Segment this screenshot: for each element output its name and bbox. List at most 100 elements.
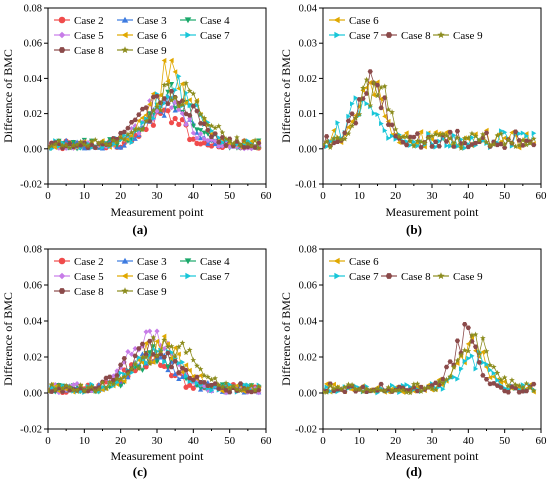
data-point bbox=[331, 135, 337, 141]
data-point bbox=[125, 374, 131, 380]
data-point bbox=[429, 136, 435, 143]
legend-marker bbox=[121, 287, 129, 295]
data-point bbox=[418, 129, 424, 135]
data-point bbox=[219, 388, 225, 394]
data-point bbox=[194, 374, 200, 380]
data-point bbox=[349, 118, 355, 125]
data-point bbox=[447, 373, 454, 380]
legend-item: Case 5 bbox=[54, 30, 104, 42]
data-point bbox=[173, 87, 178, 93]
data-point bbox=[494, 132, 501, 138]
data-point bbox=[381, 387, 388, 394]
data-point bbox=[190, 90, 197, 97]
data-point bbox=[161, 81, 168, 88]
data-point bbox=[151, 115, 156, 121]
data-point bbox=[212, 375, 218, 381]
data-point bbox=[194, 108, 200, 114]
data-point bbox=[256, 140, 262, 146]
data-point bbox=[338, 385, 345, 392]
data-point bbox=[323, 138, 330, 145]
data-point bbox=[89, 381, 95, 387]
data-point bbox=[143, 105, 149, 110]
data-point bbox=[161, 113, 167, 118]
data-point bbox=[414, 388, 421, 394]
legend-marker bbox=[121, 257, 129, 264]
legend-label: Case 7 bbox=[349, 271, 379, 283]
data-point bbox=[501, 141, 508, 147]
data-point bbox=[190, 377, 196, 383]
data-point bbox=[248, 389, 255, 395]
legend-marker bbox=[58, 257, 66, 265]
data-point bbox=[223, 380, 229, 386]
data-point bbox=[150, 122, 156, 128]
data-point bbox=[433, 380, 439, 386]
data-point bbox=[487, 374, 493, 381]
panel-caption: (a) bbox=[132, 222, 147, 237]
data-point bbox=[509, 139, 515, 146]
data-point bbox=[415, 143, 421, 149]
legend-label: Case 3 bbox=[137, 256, 167, 268]
data-point bbox=[226, 385, 233, 392]
data-point bbox=[172, 358, 178, 364]
data-point bbox=[154, 338, 160, 344]
data-point bbox=[465, 144, 471, 150]
data-point bbox=[165, 108, 171, 114]
data-point bbox=[476, 139, 482, 144]
data-point bbox=[121, 378, 127, 384]
legend-item: Case 7 bbox=[180, 30, 230, 42]
data-point bbox=[197, 111, 204, 117]
data-point bbox=[158, 342, 164, 349]
panel-b: 0 10 20 30 40 50 60 -0.01 0.00 0.01 0.02 0.03 0.04 Me… bbox=[279, 4, 547, 238]
data-point bbox=[364, 101, 370, 107]
data-point bbox=[465, 134, 472, 141]
data-point bbox=[74, 387, 80, 393]
data-point bbox=[70, 387, 77, 393]
x-tick-label: 0 bbox=[320, 435, 326, 447]
data-point bbox=[183, 121, 189, 128]
data-point bbox=[396, 136, 402, 141]
panel-caption: (d) bbox=[406, 464, 422, 479]
legend-label: Case 2 bbox=[74, 15, 104, 27]
data-point bbox=[338, 136, 345, 142]
x-tick-label: 60 bbox=[261, 435, 273, 447]
y-tick-label: 0.00 bbox=[24, 389, 42, 400]
data-point bbox=[107, 374, 113, 380]
data-point bbox=[121, 136, 128, 142]
legend-label: Case 9 bbox=[137, 286, 167, 298]
data-point bbox=[324, 384, 330, 390]
data-point bbox=[458, 145, 464, 151]
data-point bbox=[176, 370, 182, 375]
data-point bbox=[99, 387, 105, 393]
x-axis-label: Measurement point bbox=[386, 205, 480, 219]
data-point bbox=[194, 380, 200, 386]
data-point bbox=[190, 136, 196, 142]
data-point bbox=[469, 332, 475, 338]
data-point bbox=[374, 385, 381, 391]
x-tick-label: 60 bbox=[536, 190, 548, 202]
data-point bbox=[403, 142, 410, 148]
data-point bbox=[183, 80, 189, 86]
legend-label: Case 4 bbox=[200, 256, 230, 268]
legend-marker bbox=[121, 46, 129, 54]
data-point bbox=[186, 87, 193, 94]
data-point bbox=[122, 371, 127, 377]
data-point bbox=[356, 386, 363, 392]
data-point bbox=[501, 374, 508, 381]
data-point bbox=[48, 144, 51, 151]
data-point bbox=[132, 117, 138, 123]
data-point bbox=[146, 114, 153, 121]
data-point bbox=[512, 385, 519, 391]
data-point bbox=[378, 96, 384, 102]
data-point bbox=[194, 135, 200, 141]
data-point bbox=[418, 388, 424, 394]
data-point bbox=[208, 376, 215, 383]
data-point bbox=[450, 364, 457, 370]
data-point bbox=[480, 131, 486, 137]
panel-c: 0 10 20 30 40 50 60 -0.02 0.00 0.02 0.04 0.06 0.08 Me… bbox=[1, 245, 272, 480]
y-axis-label: Difference of BMC bbox=[279, 292, 293, 386]
series-case-9 bbox=[48, 80, 262, 151]
data-point bbox=[197, 366, 204, 372]
data-point bbox=[483, 139, 490, 145]
y-tick-label: -0.02 bbox=[295, 425, 317, 436]
legend-marker bbox=[58, 272, 66, 280]
